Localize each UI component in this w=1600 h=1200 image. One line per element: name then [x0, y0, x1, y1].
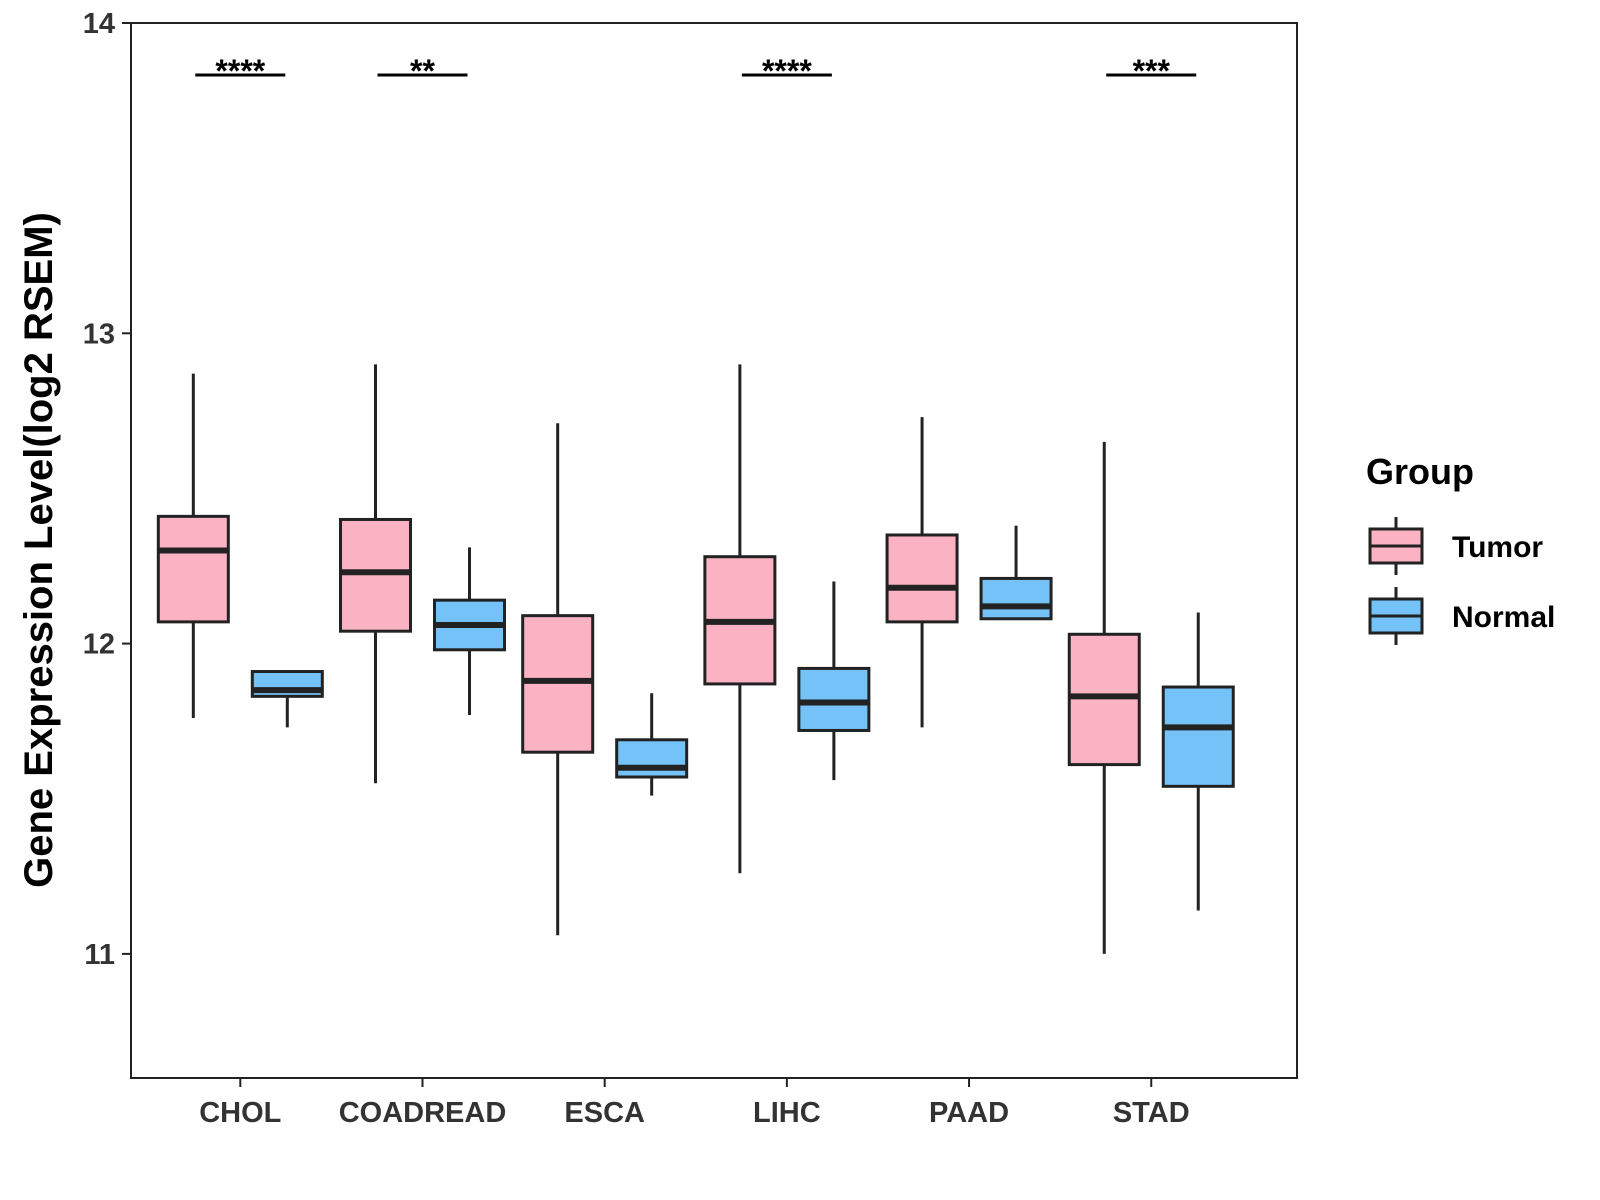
significance-label: **** [215, 53, 265, 89]
legend-label: Normal [1452, 601, 1555, 634]
box-normal-chol [250, 670, 324, 728]
box-tumor-paad [885, 417, 959, 728]
legend: Group Tumor Normal [1366, 451, 1555, 645]
x-tick-label: COADREAD [339, 1097, 507, 1129]
y-tick-label: 11 [84, 939, 115, 971]
box-normal-stad [1161, 612, 1235, 911]
legend-title: Group [1366, 451, 1474, 492]
significance-group: **** ** **** *** [195, 53, 1197, 89]
legend-label: Tumor [1452, 531, 1543, 564]
x-tick-label: PAAD [929, 1097, 1009, 1129]
significance-label: *** [1133, 53, 1171, 89]
box-body [339, 517, 412, 633]
y-axis-label: Gene Expression Level(log2 RSEM) [17, 212, 61, 888]
box-body [615, 738, 689, 779]
x-tick-label: CHOL [199, 1097, 281, 1129]
box-body [979, 576, 1053, 621]
legend-item-tumor: Tumor [1368, 517, 1543, 575]
significance-label: **** [762, 53, 812, 89]
box-tumor-coadread [339, 364, 412, 784]
box-body [1161, 685, 1235, 788]
box-body [885, 533, 959, 624]
y-tick-label: 14 [83, 8, 115, 40]
y-tick-label: 12 [83, 629, 115, 661]
box-body [521, 614, 595, 754]
box-normal-paad [979, 525, 1053, 621]
axes: 11 12 13 14 CHOL COADREAD ESCA LIHC PAAD STAD [83, 8, 1190, 1129]
box-tumor-stad [1067, 441, 1141, 954]
box-group [156, 364, 1235, 954]
box-normal-esca [615, 693, 689, 796]
plot-panel-border [130, 22, 1298, 1079]
box-normal-lihc [797, 581, 871, 781]
legend-item-normal: Normal [1368, 587, 1555, 645]
box-tumor-chol [156, 373, 230, 719]
y-tick-label: 13 [83, 318, 115, 350]
box-body [797, 666, 871, 732]
x-tick-label: ESCA [564, 1097, 645, 1129]
x-tick-label: STAD [1113, 1097, 1190, 1129]
x-tick-label: LIHC [753, 1097, 821, 1129]
box-body [156, 514, 230, 624]
box-body [1067, 632, 1141, 767]
box-tumor-lihc [703, 364, 777, 874]
significance-label: ** [410, 53, 435, 89]
box-normal-coadread [433, 547, 506, 715]
box-tumor-esca [521, 423, 595, 936]
